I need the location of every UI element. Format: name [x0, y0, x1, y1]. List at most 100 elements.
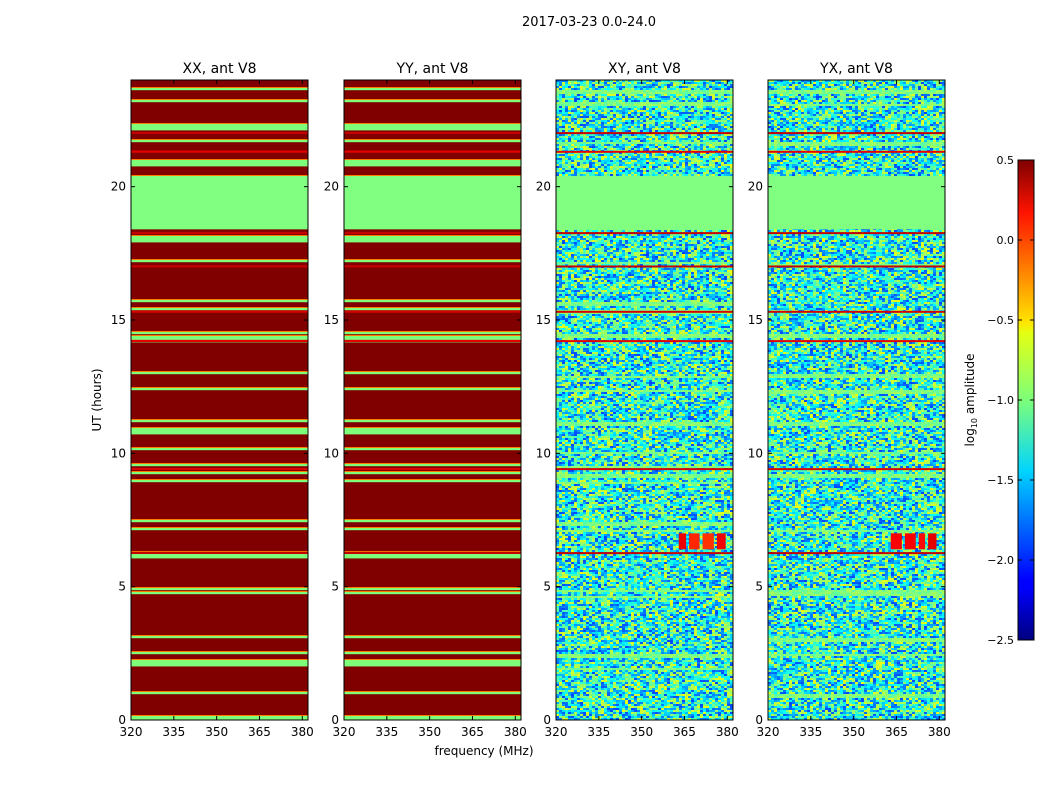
heat-cell	[652, 130, 655, 132]
heat-cell	[559, 168, 562, 170]
heat-cell	[607, 166, 610, 168]
heat-cell	[568, 166, 571, 168]
heat-cell	[652, 166, 655, 168]
heat-cell	[715, 230, 718, 232]
heat-cell	[709, 166, 712, 168]
heat-cell	[706, 100, 709, 102]
heat-cell	[718, 134, 721, 136]
heat-cell	[670, 98, 673, 100]
heat-cell	[703, 160, 706, 162]
flag-row-edge	[131, 471, 308, 472]
heat-cell	[658, 168, 661, 170]
heat-cell	[607, 104, 610, 106]
heat-cell	[562, 112, 565, 114]
flag-row	[344, 592, 521, 595]
heat-cell	[625, 164, 628, 166]
heat-cell	[688, 114, 691, 116]
heat-cell	[715, 86, 718, 88]
heat-cell	[649, 102, 652, 104]
heat-cell	[715, 112, 718, 114]
heat-cell	[655, 152, 658, 154]
heat-cell	[640, 86, 643, 88]
heat-cell	[670, 112, 673, 114]
heat-cell	[562, 136, 565, 138]
heat-cell	[643, 120, 646, 122]
heat-cell	[676, 96, 679, 98]
heat-cell	[592, 160, 595, 162]
heat-cell	[652, 84, 655, 86]
heat-cell	[559, 116, 562, 118]
heat-cell	[625, 236, 628, 238]
heat-cell	[625, 114, 628, 116]
heat-cell	[592, 126, 595, 128]
heat-cell	[688, 158, 691, 160]
heat-cell	[673, 138, 676, 140]
flag-row	[344, 420, 521, 423]
heat-cell	[709, 142, 712, 144]
heat-cell	[586, 166, 589, 168]
heat-cell	[658, 240, 661, 242]
heat-cell	[601, 104, 604, 106]
heat-cell	[667, 102, 670, 104]
heat-cell	[643, 92, 646, 94]
heat-cell	[574, 120, 577, 122]
heat-cell	[667, 114, 670, 116]
heat-cell	[640, 172, 643, 174]
heat-cell	[583, 94, 586, 96]
heat-cell	[640, 100, 643, 102]
heat-cell	[601, 148, 604, 150]
heat-cell	[661, 100, 664, 102]
heat-cell	[589, 122, 592, 124]
rfi-band	[131, 231, 308, 235]
heat-cell	[661, 88, 664, 90]
heat-cell	[601, 96, 604, 98]
heat-cell	[637, 230, 640, 232]
heat-cell	[565, 112, 568, 114]
heat-cell	[664, 100, 667, 102]
heat-cell	[676, 136, 679, 138]
heat-cell	[646, 100, 649, 102]
heat-cell	[592, 90, 595, 92]
heat-cell	[721, 82, 724, 84]
heat-cell	[706, 116, 709, 118]
heat-cell	[667, 168, 670, 170]
heat-cell	[565, 170, 568, 172]
heat-cell	[580, 114, 583, 116]
heat-cell	[619, 148, 622, 150]
heat-cell	[694, 160, 697, 162]
heat-cell	[592, 146, 595, 148]
heat-cell	[652, 162, 655, 164]
heat-cell	[622, 88, 625, 90]
heat-cell	[556, 118, 559, 120]
heat-cell	[727, 100, 730, 102]
heat-cell	[652, 126, 655, 128]
heat-cell	[619, 108, 622, 110]
heat-cell	[556, 108, 559, 110]
heat-cell	[634, 94, 637, 96]
heat-cell	[652, 82, 655, 84]
heat-cell	[658, 166, 661, 168]
heat-cell	[709, 122, 712, 124]
heat-cell	[613, 112, 616, 114]
heat-cell	[688, 88, 691, 90]
heat-cell	[688, 102, 691, 104]
heat-cell	[727, 146, 730, 148]
heat-cell	[730, 120, 733, 122]
heat-cell	[640, 108, 643, 110]
heat-cell	[712, 166, 715, 168]
heat-cell	[685, 142, 688, 144]
heat-cell	[664, 158, 667, 160]
flag-row	[344, 100, 521, 103]
heat-cell	[625, 234, 628, 236]
heat-cell	[724, 84, 727, 86]
heat-cell	[631, 102, 634, 104]
heat-cell	[601, 100, 604, 102]
heat-cell	[688, 86, 691, 88]
heat-cell	[595, 156, 598, 158]
heat-cell	[580, 174, 583, 176]
heat-cell	[718, 128, 721, 130]
heat-cell	[667, 170, 670, 172]
heat-cell	[613, 80, 616, 82]
heat-cell	[658, 86, 661, 88]
heat-cell	[556, 130, 559, 132]
